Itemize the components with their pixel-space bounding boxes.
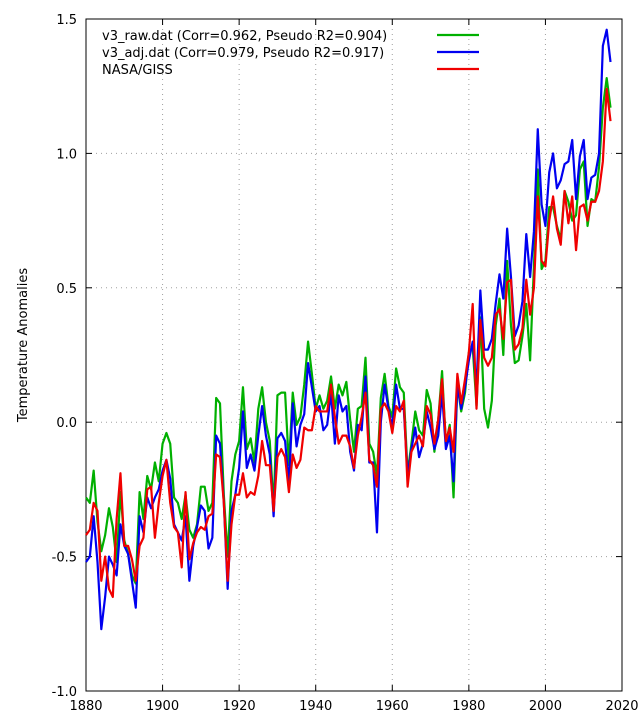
series-line-nasa-giss [85,87,612,599]
legend-label: v3_adj.dat (Corr=0.979, Pseudo R2=0.917) [102,46,384,61]
legend-label: v3_raw.dat (Corr=0.962, Pseudo R2=0.904) [102,29,387,44]
plot-area-frame [85,18,623,692]
x-tick-label: 1980 [452,699,485,714]
y-tick-label: 0.0 [56,416,77,431]
y-tick-label: 0.5 [56,282,77,297]
y-tick-label: 1.5 [56,13,77,28]
axis-ticks: 1880 1900 1920 1940 1960 1980 2000 2020 -1.0 -0.5… [52,13,639,714]
y-axis-title: Temperature Anomalies [16,268,31,423]
x-tick-label: 1900 [146,699,179,714]
series-line-v3-raw [85,77,612,585]
legend: v3_raw.dat (Corr=0.962, Pseudo R2=0.904)… [102,29,479,78]
x-tick-label: 2000 [529,699,562,714]
y-tick-label: -1.0 [52,685,77,700]
y-tick-label: 1.0 [56,147,77,162]
legend-entry-nasa-giss: NASA/GISS [102,63,479,78]
x-tick-label: 1940 [299,699,332,714]
x-tick-label: 1960 [376,699,409,714]
legend-entry-v3-adj: v3_adj.dat (Corr=0.979, Pseudo R2=0.917) [102,46,479,61]
series-lines [85,28,612,631]
y-tick-label: -0.5 [52,551,77,566]
x-tick-label: 1920 [223,699,256,714]
legend-label: NASA/GISS [102,63,173,78]
legend-entry-v3-raw: v3_raw.dat (Corr=0.962, Pseudo R2=0.904) [102,29,479,44]
grid [86,19,622,691]
x-tick-label: 1880 [69,699,102,714]
x-tick-label: 2020 [605,699,638,714]
